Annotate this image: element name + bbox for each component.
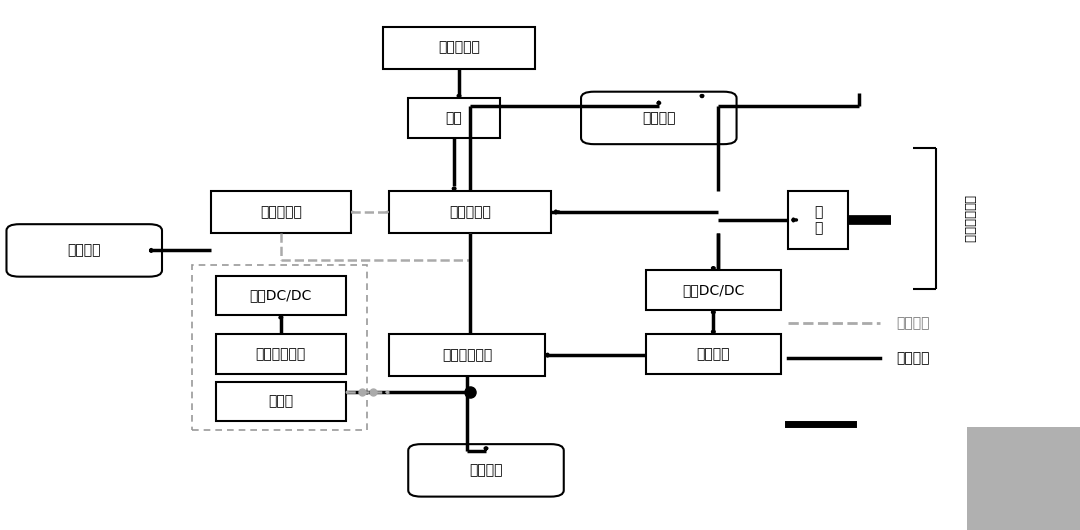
Text: 能量管理系统: 能量管理系统	[442, 348, 492, 362]
Text: 通信连接: 通信连接	[896, 316, 930, 330]
Text: 推进式螺旋桨: 推进式螺旋桨	[962, 195, 975, 243]
Bar	[408, 98, 500, 138]
Bar	[383, 26, 535, 69]
Bar	[389, 334, 545, 376]
Bar	[788, 191, 848, 249]
Text: 轮毂电机: 轮毂电机	[642, 111, 676, 125]
Text: 动力电池: 动力电池	[697, 347, 730, 361]
Bar	[216, 334, 346, 374]
Bar	[389, 191, 551, 233]
Text: 电气连接: 电气连接	[896, 351, 930, 365]
Text: 电机: 电机	[446, 111, 462, 125]
Text: 双向DC/DC: 双向DC/DC	[683, 283, 744, 297]
Text: 燃料电池系统: 燃料电池系统	[256, 347, 306, 361]
Bar	[192, 265, 367, 430]
Text: 整车控制器: 整车控制器	[260, 205, 301, 219]
Text: 储氢瓶: 储氢瓶	[268, 394, 294, 409]
Bar	[967, 427, 1080, 530]
Text: 电机控制器: 电机控制器	[449, 205, 490, 219]
Bar	[216, 382, 346, 421]
Text: 轮毂电机: 轮毂电机	[469, 463, 503, 478]
Text: 电
机: 电 机	[814, 205, 822, 235]
FancyBboxPatch shape	[581, 92, 737, 144]
Text: 轮毂电机: 轮毂电机	[67, 243, 102, 258]
FancyBboxPatch shape	[408, 444, 564, 497]
FancyBboxPatch shape	[6, 224, 162, 277]
Bar	[646, 270, 781, 310]
Bar	[216, 276, 346, 315]
Text: 单向DC/DC: 单向DC/DC	[249, 288, 312, 303]
Bar	[211, 191, 351, 233]
Text: 剪切式旋翼: 剪切式旋翼	[438, 41, 480, 55]
Bar	[646, 334, 781, 374]
